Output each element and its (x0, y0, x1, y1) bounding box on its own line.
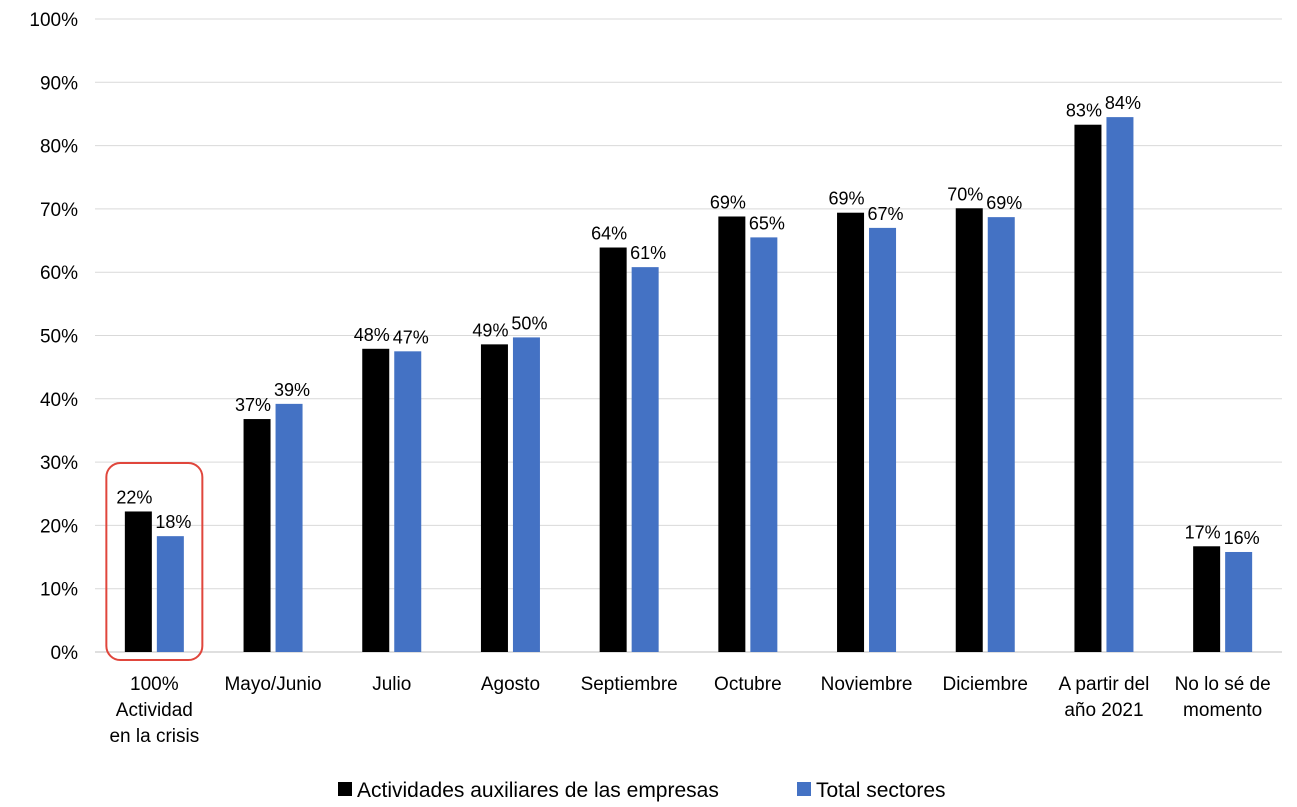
bar-total-sectores (631, 267, 659, 652)
data-label: 83% (1066, 101, 1102, 121)
x-category-label: en la crisis (109, 726, 199, 747)
y-tick-label: 70% (40, 200, 78, 221)
x-axis-categories: 100% Actividad en la crisis Mayo/Junio Julio… (109, 674, 1270, 747)
x-category-label: Julio (372, 674, 411, 695)
data-label: 67% (868, 204, 904, 224)
x-category-label: 100% (130, 674, 179, 695)
data-label: 18% (155, 512, 191, 532)
data-label: 65% (749, 213, 785, 233)
data-label: 64% (591, 224, 627, 244)
data-label: 84% (1105, 93, 1141, 113)
bar-total-sectores (869, 227, 897, 652)
legend: Actividades auxiliares de las empresas To… (338, 779, 946, 802)
bar-actividades-auxiliares (955, 208, 983, 652)
data-label: 69% (710, 192, 746, 212)
highlight-box (105, 462, 204, 661)
bar-actividades-auxiliares (480, 344, 508, 652)
bar-actividades-auxiliares (599, 247, 627, 652)
x-category-label: año 2021 (1064, 700, 1143, 721)
bar-total-sectores (275, 403, 303, 652)
x-category-label: Actividad (116, 700, 193, 721)
y-tick-label: 80% (40, 137, 78, 158)
y-tick-label: 0% (51, 643, 79, 664)
x-category-label: Mayo/Junio (224, 674, 321, 695)
y-tick-label: 50% (40, 327, 78, 348)
data-labels: 22%18%37%39%48% 47% 49% 50%64%61%69%65%69%6… (116, 93, 1259, 548)
bar-total-sectores (394, 351, 422, 652)
bar-total-sectores (1106, 117, 1134, 653)
bars (124, 117, 1253, 653)
bar-actividades-auxiliares (1074, 124, 1102, 652)
data-label: 22% (116, 487, 152, 507)
data-label: 49% (472, 320, 508, 340)
x-category-label: A partir del (1059, 674, 1150, 695)
y-tick-label: 40% (40, 390, 78, 411)
data-label: 47% (393, 327, 429, 347)
y-tick-label: 30% (40, 453, 78, 474)
data-label: 50% (511, 313, 547, 333)
x-category-label: Octubre (714, 674, 782, 695)
bar-total-sectores (750, 237, 778, 652)
bar-total-sectores (512, 337, 540, 652)
data-label: 69% (986, 193, 1022, 213)
x-category-label: Noviembre (821, 674, 913, 695)
data-label: 70% (947, 184, 983, 204)
bar-actividades-auxiliares (124, 511, 152, 652)
y-axis-ticks: 0% 10% 20% 30% 40% 50% 60% 70% 80% 90% 100% (29, 10, 78, 664)
bar-actividades-auxiliares (362, 348, 390, 652)
bar-actividades-auxiliares (1193, 546, 1221, 652)
data-label: 61% (630, 243, 666, 263)
bar-actividades-auxiliares (718, 216, 746, 652)
data-label: 39% (274, 380, 310, 400)
y-tick-label: 10% (40, 580, 78, 601)
gridlines (95, 18, 1282, 653)
data-label: 37% (235, 395, 271, 415)
data-label: 69% (829, 189, 865, 209)
bar-actividades-auxiliares (837, 212, 865, 652)
x-category-label: momento (1183, 700, 1262, 721)
bar-total-sectores (987, 217, 1015, 652)
legend-swatch (797, 782, 811, 796)
x-category-label: Septiembre (581, 674, 678, 695)
data-label: 48% (354, 325, 390, 345)
y-tick-label: 60% (40, 263, 78, 284)
data-label: 17% (1185, 522, 1221, 542)
y-tick-label: 100% (29, 10, 78, 31)
bar-actividades-auxiliares (243, 419, 271, 652)
legend-swatch (338, 782, 352, 796)
data-label: 16% (1224, 528, 1260, 548)
y-tick-label: 90% (40, 73, 78, 94)
highlight-box-group (105, 462, 204, 661)
x-category-label: Diciembre (942, 674, 1028, 695)
y-tick-label: 20% (40, 516, 78, 537)
legend-label: Actividades auxiliares de las empresas (357, 779, 719, 802)
x-category-label: Agosto (481, 674, 540, 695)
bar-total-sectores (1225, 551, 1253, 652)
bar-total-sectores (156, 536, 184, 652)
legend-label: Total sectores (816, 779, 946, 802)
x-category-label: No lo sé de (1175, 674, 1271, 695)
